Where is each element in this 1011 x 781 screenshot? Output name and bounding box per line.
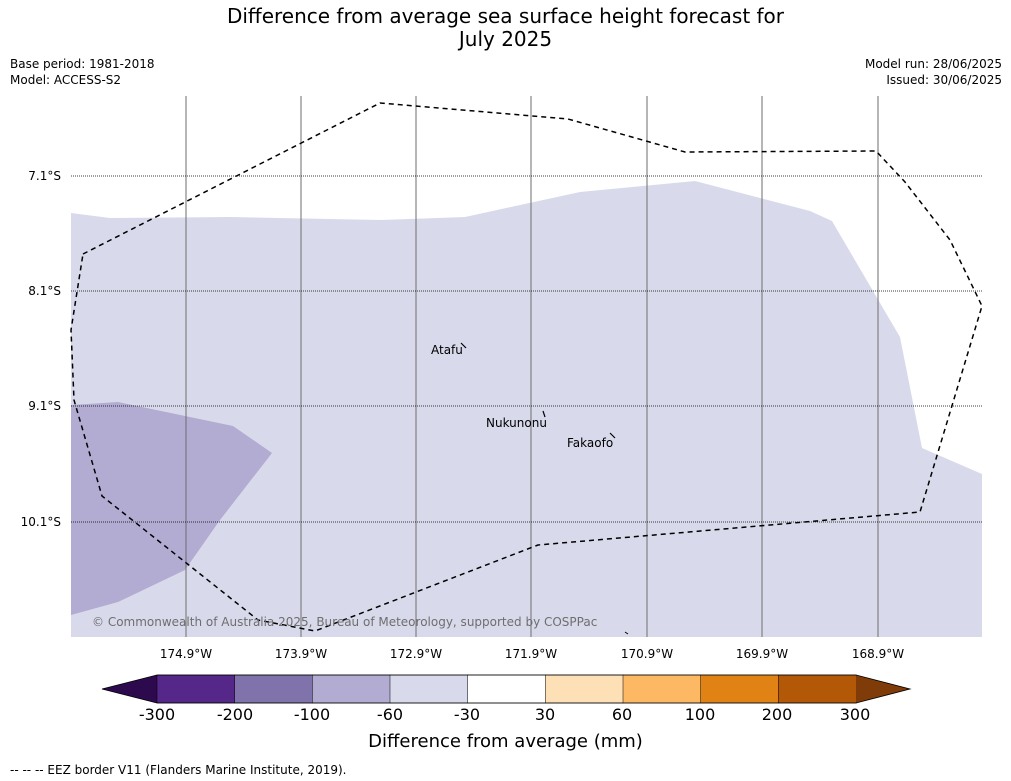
title-line-2: July 2025: [458, 27, 553, 51]
colorbar-tick: 30: [534, 705, 556, 724]
colorbar-bin: [622, 674, 702, 704]
lat-label: 9.1°S: [28, 399, 61, 413]
model-run: Model run: 28/06/2025: [864, 57, 1002, 71]
anomaly-field-dark: [71, 402, 272, 615]
base-period: Base period: 1981-2018: [10, 57, 155, 71]
small-island: [624, 631, 629, 635]
eez-border: [70, 102, 983, 632]
anomaly-field-light: [71, 181, 982, 637]
fakaofo-island: [609, 432, 616, 439]
lon-label: 168.9°W: [851, 647, 905, 661]
lon-label: 169.9°W: [735, 647, 789, 661]
colorbar-bin: [312, 674, 391, 704]
place-atafu: Atafu: [431, 343, 463, 357]
colorbar-tick: -200: [216, 705, 254, 724]
colorbar-bins: [102, 674, 910, 704]
eez-legend-note: -- -- -- EEZ border V11 (Flanders Marine…: [10, 763, 347, 777]
colorbar-tick: 100: [684, 705, 716, 724]
meta-left: Base period: 1981-2018 Model: ACCESS-S2: [10, 56, 155, 88]
colorbar-tick: -30: [453, 705, 481, 724]
atafu-island: [460, 342, 467, 349]
lon-label: 174.9°W: [159, 647, 213, 661]
lat-label: 10.1°S: [20, 515, 61, 529]
lat-label: 8.1°S: [28, 284, 61, 298]
copyright-notice: © Commonwealth of Australia 2025, Bureau…: [92, 615, 598, 629]
colorbar-bin: [778, 674, 857, 704]
lon-label: 172.9°W: [389, 647, 443, 661]
colorbar-bin: [234, 674, 314, 704]
colorbar-extend-low: [102, 675, 157, 703]
meridian-lines: [185, 96, 879, 637]
colorbar-bin: [700, 674, 780, 704]
colorbar-extend-high: [856, 675, 910, 703]
colorbar-bin: [389, 674, 469, 704]
nukunonu-island: [542, 410, 546, 418]
colorbar-tick: 200: [761, 705, 793, 724]
lon-label: 171.9°W: [504, 647, 558, 661]
colorbar-tick: -300: [138, 705, 176, 724]
colorbar-bin: [467, 674, 547, 704]
colorbar-frame: [101, 674, 912, 704]
colorbar-title: Difference from average (mm): [368, 731, 643, 752]
chart-title: Difference from average sea surface heig…: [0, 5, 1011, 51]
place-nukunonu: Nukunonu: [486, 416, 547, 430]
colorbar-tick: -100: [293, 705, 331, 724]
place-fakaofo: Fakaofo: [567, 436, 614, 450]
colorbar-tick: -60: [376, 705, 404, 724]
issued-date: Issued: 30/06/2025: [886, 73, 1002, 87]
colorbar-bin: [156, 674, 236, 704]
model-name: Model: ACCESS-S2: [10, 73, 122, 87]
title-line-1: Difference from average sea surface heig…: [226, 4, 785, 28]
lon-label: 173.9°W: [274, 647, 328, 661]
meta-right: Model run: 28/06/2025 Issued: 30/06/2025: [865, 56, 1002, 88]
colorbar-bin: [545, 674, 624, 704]
lon-label: 170.9°W: [620, 647, 674, 661]
colorbar-tick: 60: [611, 705, 633, 724]
lat-label: 7.1°S: [28, 169, 61, 183]
colorbar-tick: 300: [839, 705, 871, 724]
